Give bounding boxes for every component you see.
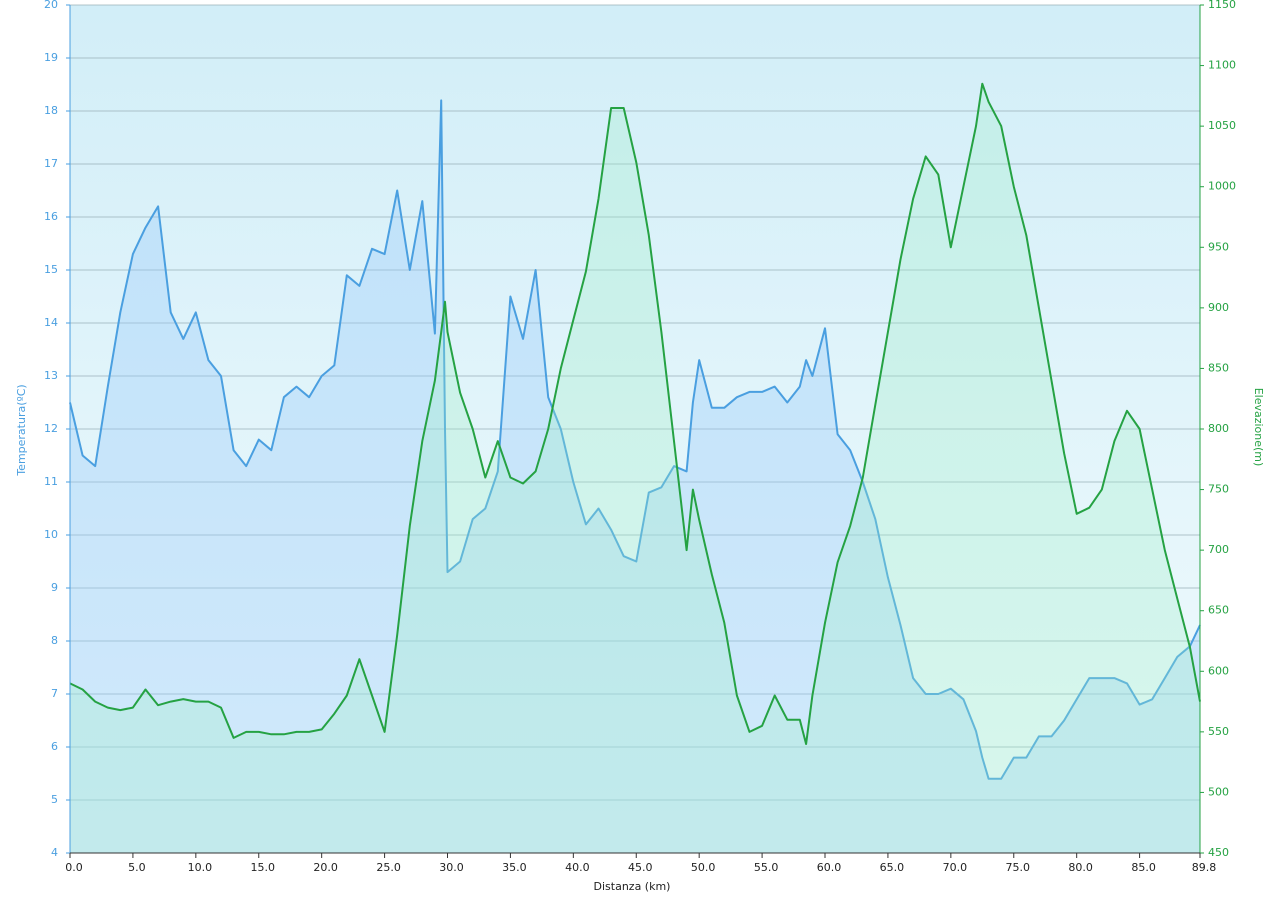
y-tick-label: 19 — [44, 51, 58, 64]
y2-tick-label: 1000 — [1208, 180, 1236, 193]
y-tick-label: 12 — [44, 422, 58, 435]
x-tick-label: 20.0 — [313, 861, 338, 874]
y2-tick-label: 1050 — [1208, 119, 1236, 132]
x-tick-label: 80.0 — [1068, 861, 1093, 874]
y-tick-label: 8 — [51, 634, 58, 647]
x-tick-label: 70.0 — [943, 861, 968, 874]
y-tick-label: 15 — [44, 263, 58, 276]
x-tick-label: 65.0 — [880, 861, 905, 874]
y-tick-label: 9 — [51, 581, 58, 594]
line — [69, 99, 1201, 780]
x-tick-label: 55.0 — [754, 861, 779, 874]
y2-axis-title: Elevazione(m) — [1252, 388, 1265, 467]
x-tick-label: 5.0 — [128, 861, 146, 874]
y2-tick-label: 850 — [1208, 361, 1229, 374]
area — [70, 100, 1200, 853]
x-tick-label: 30.0 — [439, 861, 464, 874]
x-tick-label: 60.0 — [817, 861, 842, 874]
y-tick-label: 4 — [51, 846, 58, 859]
y-tick-label: 10 — [44, 528, 58, 541]
area — [70, 83, 1200, 853]
y2-tick-label: 550 — [1208, 725, 1229, 738]
x-axis-title: Distanza (km) — [594, 880, 671, 893]
y-tick-label: 5 — [51, 793, 58, 806]
y-tick-label: 6 — [51, 740, 58, 753]
x-tick-label: 50.0 — [691, 861, 716, 874]
x-tick-label: 89.8 — [1192, 861, 1217, 874]
x-tick-label: 45.0 — [628, 861, 653, 874]
x-tick-label: 75.0 — [1006, 861, 1031, 874]
y2-tick-label: 900 — [1208, 301, 1229, 314]
y2-tick-label: 1100 — [1208, 59, 1236, 72]
y-tick-label: 7 — [51, 687, 58, 700]
y2-tick-label: 650 — [1208, 604, 1229, 617]
y2-tick-label: 750 — [1208, 483, 1229, 496]
y-tick-label: 13 — [44, 369, 58, 382]
y-tick-label: 17 — [44, 157, 58, 170]
y-tick-label: 16 — [44, 210, 58, 223]
x-tick-label: 35.0 — [502, 861, 527, 874]
y2-tick-label: 500 — [1208, 785, 1229, 798]
y2-tick-label: 950 — [1208, 240, 1229, 253]
y-tick-label: 18 — [44, 104, 58, 117]
x-tick-label: 40.0 — [565, 861, 590, 874]
y-tick-label: 20 — [44, 0, 58, 11]
y2-tick-label: 450 — [1208, 846, 1229, 859]
x-tick-label: 0.0 — [65, 861, 83, 874]
line — [69, 82, 1201, 745]
y-tick-label: 14 — [44, 316, 58, 329]
y2-tick-label: 600 — [1208, 664, 1229, 677]
y-axis-title: Temperatura(ºC) — [15, 384, 28, 476]
y2-tick-label: 800 — [1208, 422, 1229, 435]
x-tick-label: 85.0 — [1131, 861, 1156, 874]
x-tick-label: 25.0 — [376, 861, 401, 874]
x-tick-label: 10.0 — [188, 861, 213, 874]
x-tick-label: 15.0 — [251, 861, 276, 874]
y2-tick-label: 1150 — [1208, 0, 1236, 11]
y-tick-label: 11 — [44, 475, 58, 488]
y2-tick-label: 700 — [1208, 543, 1229, 556]
